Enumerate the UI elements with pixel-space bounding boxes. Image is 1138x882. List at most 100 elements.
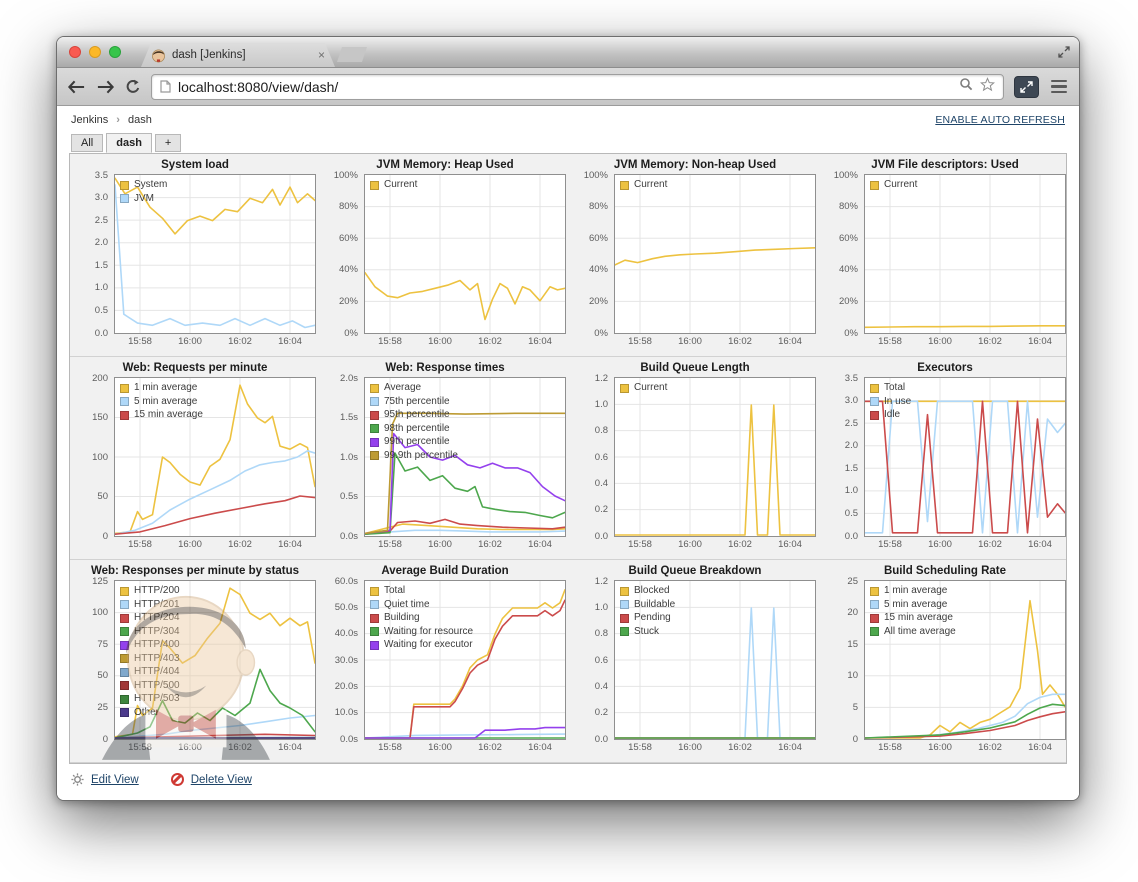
chart-plot: Total Quiet time Building Waiting for resou…	[364, 580, 566, 740]
charts-panel: System load 0.0 0.5 1.0 1.5 2.0 2.5 3.0 3.5 Sys…	[69, 153, 1067, 764]
chart-xaxis: 15:58 16:00 16:02 16:04	[878, 742, 1052, 753]
back-button[interactable]	[67, 80, 86, 94]
chart-yaxis: 0.0 0.2 0.4 0.6 0.8 1.0 1.2	[594, 372, 608, 542]
breadcrumb-jenkins[interactable]: Jenkins	[71, 114, 109, 126]
chart-cell: Build Queue Breakdown 0.0 0.2 0.4 0.6 0.8 1.0…	[570, 560, 820, 762]
chart-canvas	[115, 378, 315, 536]
chart-title: Build Queue Breakdown	[628, 565, 762, 577]
url-text: localhost:8080/view/dash/	[178, 78, 339, 95]
chart-plot: Current	[614, 174, 816, 334]
chart-legend: Total In use Idle	[870, 382, 911, 422]
chart-xaxis: 15:58 16:00 16:02 16:04	[628, 336, 802, 347]
chart-plot: HTTP/200 HTTP/201 HTTP/204 HTTP/304 HTTP/400…	[114, 580, 316, 740]
close-window-button[interactable]	[69, 46, 81, 58]
delete-view-link[interactable]: Delete View	[190, 773, 252, 786]
chart-title: Build Queue Length	[640, 362, 750, 374]
traffic-lights	[69, 46, 121, 58]
chart-legend: Total Quiet time Building Waiting for resou…	[370, 585, 473, 652]
chart-yaxis: 0.0 0.2 0.4 0.6 0.8 1.0 1.2	[594, 575, 608, 745]
browser-window: dash [Jenkins] × localhost:8080/view/das…	[56, 36, 1080, 801]
gear-icon	[71, 773, 84, 786]
chart-plot: Current	[864, 174, 1066, 334]
chart-xaxis: 15:58 16:00 16:02 16:04	[628, 742, 802, 753]
close-tab-icon[interactable]: ×	[317, 48, 325, 62]
chart-xaxis: 15:58 16:00 16:02 16:04	[128, 742, 302, 753]
chart-canvas	[365, 175, 565, 333]
chart-legend: Average 75th percentile 95th percentile 98t…	[370, 382, 458, 462]
reload-button[interactable]	[125, 79, 141, 95]
browser-tabstrip: dash [Jenkins] ×	[57, 37, 1079, 68]
chart-canvas	[115, 581, 315, 739]
chart-cell: Build Scheduling Rate 0 5 10 15 20 25 1 min a…	[820, 560, 1070, 762]
chart-title: JVM Memory: Heap Used	[376, 159, 514, 171]
chart-cell: JVM File descriptors: Used 0% 20% 40% 60% 80…	[820, 154, 1070, 356]
bookmark-star-icon[interactable]	[979, 76, 996, 97]
breadcrumb-dash[interactable]: dash	[127, 114, 152, 126]
chart-legend: System JVM	[120, 179, 167, 205]
chart-title: Web: Responses per minute by status	[90, 565, 300, 577]
chart-legend: Current	[620, 179, 667, 192]
chart-cell: Web: Response times 0.0s 0.5s 1.0s 1.5s 2.0s…	[320, 357, 570, 559]
enable-auto-refresh-link[interactable]: ENABLE AUTO REFRESH	[935, 114, 1065, 126]
browser-tab[interactable]: dash [Jenkins] ×	[141, 43, 335, 67]
chart-cell: Build Queue Length 0.0 0.2 0.4 0.6 0.8 1.0 1.2…	[570, 357, 820, 559]
chart-canvas	[615, 581, 815, 739]
chart-title: Build Scheduling Rate	[883, 565, 1007, 577]
chart-plot: Blocked Buildable Pending Stuck	[614, 580, 816, 740]
minimize-window-button[interactable]	[89, 46, 101, 58]
chart-cell: Web: Requests per minute 0 50 100 150 200 1 …	[70, 357, 320, 559]
menu-icon[interactable]	[1049, 78, 1069, 96]
chart-canvas	[865, 175, 1065, 333]
chart-title: JVM File descriptors: Used	[871, 159, 1019, 171]
chart-yaxis: 0 5 10 15 20 25	[847, 575, 858, 745]
search-icon[interactable]	[959, 77, 973, 96]
jenkins-page: Jenkins › dash ENABLE AUTO REFRESH All d…	[57, 106, 1079, 800]
fullscreen-corner-icon[interactable]	[1058, 45, 1070, 63]
chart-row: Web: Requests per minute 0 50 100 150 200 1 …	[70, 357, 1066, 560]
new-view-tab-button[interactable]: +	[154, 134, 182, 152]
chart-cell: Executors 0.0 0.5 1.0 1.5 2.0 2.5 3.0 3.5 Total…	[820, 357, 1070, 559]
page-icon	[160, 80, 171, 93]
chart-legend: Current	[870, 179, 917, 192]
chart-yaxis: 0.0 0.5 1.0 1.5 2.0 2.5 3.0 3.5	[94, 169, 108, 339]
chart-yaxis: 0% 20% 40% 60% 80% 100%	[833, 169, 858, 339]
chart-cell: Average Build Duration 0.0s 10.0s 20.0s 30.…	[320, 560, 570, 762]
chart-plot: 1 min average 5 min average 15 min average	[114, 377, 316, 537]
chart-canvas	[365, 378, 565, 536]
chart-plot: Total In use Idle	[864, 377, 1066, 537]
chart-canvas	[865, 378, 1065, 536]
address-bar[interactable]: localhost:8080/view/dash/	[151, 73, 1004, 100]
breadcrumb: Jenkins › dash	[71, 114, 152, 126]
chart-title: Executors	[917, 362, 973, 374]
chart-xaxis: 15:58 16:00 16:02 16:04	[378, 539, 552, 550]
chart-yaxis: 0.0s 10.0s 20.0s 30.0s 40.0s 50.0s 60.0s	[334, 575, 358, 745]
edit-view-link[interactable]: Edit View	[91, 773, 139, 786]
chart-cell: JVM Memory: Non-heap Used 0% 20% 40% 60% 80%…	[570, 154, 820, 356]
forward-button[interactable]	[96, 80, 115, 94]
chart-legend: 1 min average 5 min average 15 min average…	[870, 585, 956, 638]
chart-yaxis: 0.0 0.5 1.0 1.5 2.0 2.5 3.0 3.5	[844, 372, 858, 542]
chart-title: Web: Response times	[385, 362, 505, 374]
chart-title: System load	[161, 159, 229, 171]
chart-xaxis: 15:58 16:00 16:02 16:04	[878, 336, 1052, 347]
chart-yaxis: 0 25 50 75 100 125	[92, 575, 108, 745]
chart-canvas	[115, 175, 315, 333]
new-tab-button[interactable]	[337, 47, 367, 62]
chart-cell: Web: Responses per minute by status 0 25 5…	[70, 560, 320, 762]
view-tab-dash[interactable]: dash	[106, 133, 152, 153]
extension-fullscreen-button[interactable]	[1014, 75, 1039, 98]
chart-xaxis: 15:58 16:00 16:02 16:04	[878, 539, 1052, 550]
browser-toolbar: localhost:8080/view/dash/	[57, 68, 1079, 106]
view-tab-all[interactable]: All	[71, 134, 104, 152]
chart-canvas	[615, 175, 815, 333]
chart-legend: 1 min average 5 min average 15 min average	[120, 382, 203, 422]
chart-yaxis: 0.0s 0.5s 1.0s 1.5s 2.0s	[340, 372, 358, 542]
chart-canvas	[615, 378, 815, 536]
chart-yaxis: 0% 20% 40% 60% 80% 100%	[583, 169, 608, 339]
chart-title: Average Build Duration	[381, 565, 509, 577]
chart-xaxis: 15:58 16:00 16:02 16:04	[128, 336, 302, 347]
chart-row: System load 0.0 0.5 1.0 1.5 2.0 2.5 3.0 3.5 Sys…	[70, 154, 1066, 357]
zoom-window-button[interactable]	[109, 46, 121, 58]
chart-plot: 1 min average 5 min average 15 min average…	[864, 580, 1066, 740]
chart-plot: Current	[364, 174, 566, 334]
